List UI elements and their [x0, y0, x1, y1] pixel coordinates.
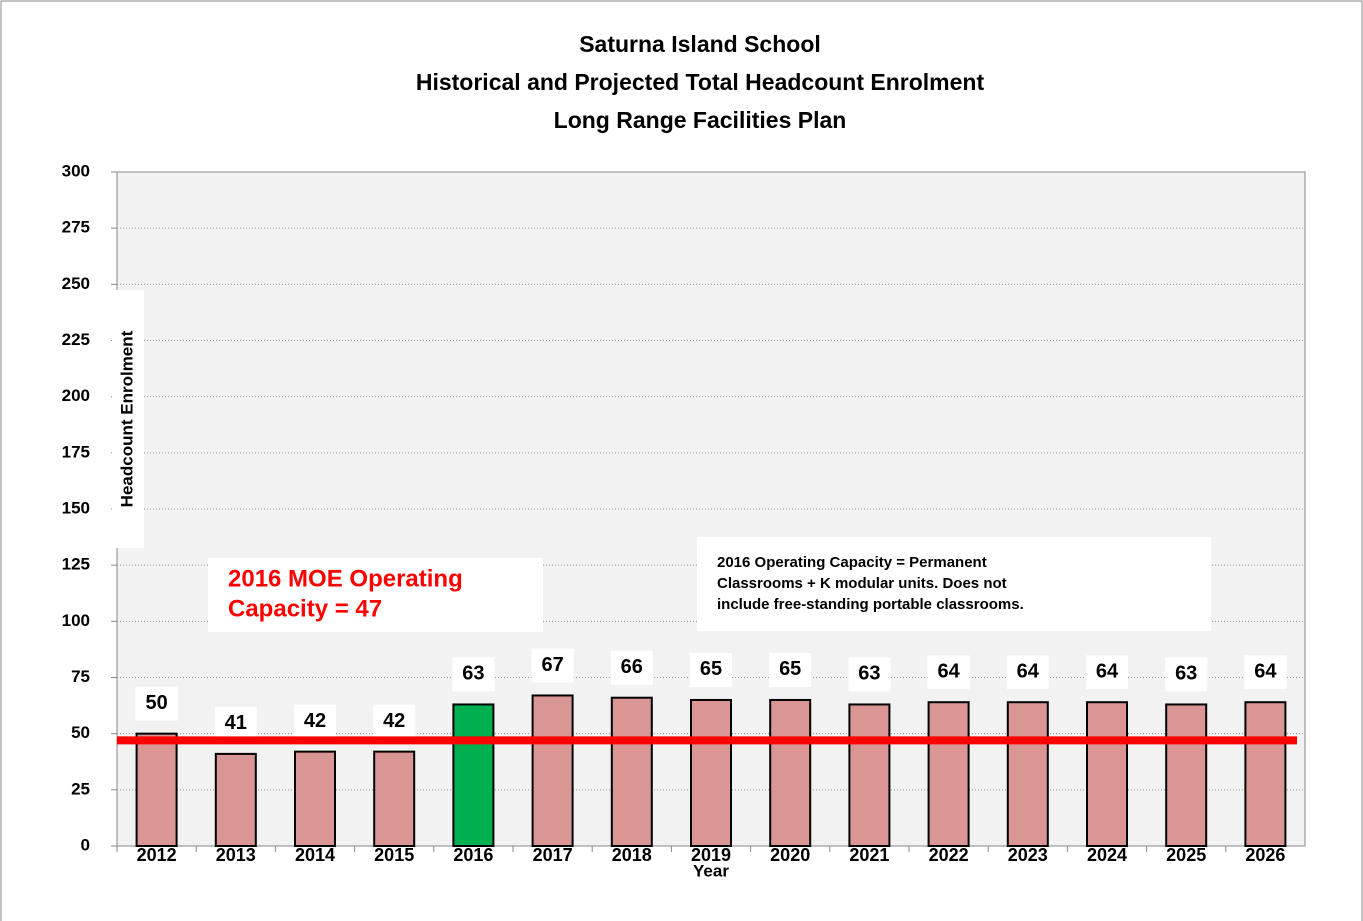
bar [294, 750, 336, 848]
annotation: Capacity = 47 [228, 595, 382, 622]
x-tick-label: 2023 [1008, 845, 1048, 865]
bar [848, 703, 891, 848]
data-label: 66 [621, 656, 643, 678]
y-tick-label: 275 [62, 218, 90, 237]
annotation: Classrooms + K modular units. Does not [717, 575, 1007, 592]
data-label-box [927, 655, 970, 690]
x-tick-label: 2014 [295, 845, 335, 865]
x-tick-label: 2026 [1245, 845, 1285, 865]
annotation-box [208, 558, 543, 632]
bar [1244, 701, 1287, 847]
data-label-box [1006, 655, 1049, 690]
bar [927, 701, 970, 847]
x-tick-label: 2024 [1087, 845, 1127, 865]
annotation: include free-standing portable classroom… [717, 596, 1024, 613]
annotation: 2016 MOE Operating [228, 565, 463, 592]
data-label-box [294, 704, 336, 739]
data-label: 41 [225, 712, 247, 734]
data-label: 64 [1017, 660, 1040, 682]
annotation: 2016 Operating Capacity = Permanent [717, 554, 987, 571]
y-tick-label: 75 [71, 667, 90, 686]
y-tick-label: 250 [62, 274, 90, 293]
y-tick-label: 225 [62, 330, 90, 349]
x-tick-label: 2012 [137, 845, 177, 865]
bar [690, 698, 732, 848]
data-label: 42 [304, 710, 326, 732]
y-tick-label: 0 [81, 835, 90, 854]
x-tick-label: 2013 [216, 845, 256, 865]
y-tick-label: 300 [62, 161, 90, 180]
y-tick-label: 100 [62, 611, 90, 630]
y-tick-label: 125 [62, 555, 90, 574]
chart-title: Historical and Projected Total Headcount… [416, 69, 985, 95]
bar [1165, 703, 1208, 848]
chart-title: Long Range Facilities Plan [554, 107, 847, 133]
data-label: 63 [462, 663, 484, 685]
data-label-box [1165, 657, 1208, 692]
x-tick-label: 2018 [612, 845, 652, 865]
data-label-box [1086, 655, 1128, 690]
y-tick-label: 200 [62, 386, 90, 405]
bar [610, 696, 653, 847]
data-label: 65 [700, 658, 722, 680]
data-label-box [214, 706, 257, 741]
data-label-box [1244, 655, 1287, 690]
data-label-box [135, 686, 178, 721]
bar [769, 698, 812, 848]
data-label-box [452, 657, 495, 692]
x-tick-label: 2016 [453, 845, 493, 865]
data-label-box [690, 652, 732, 687]
data-label: 65 [779, 658, 801, 680]
data-label: 64 [937, 660, 960, 682]
bar [1006, 701, 1049, 847]
data-label: 64 [1096, 660, 1119, 682]
data-label-box [769, 652, 812, 687]
data-label: 64 [1254, 660, 1277, 682]
x-tick-label: 2021 [849, 845, 889, 865]
data-label-box [610, 650, 653, 685]
y-tick-label: 50 [71, 723, 90, 742]
bar [531, 694, 574, 847]
y-axis-label: Headcount Enrolment [117, 330, 136, 507]
bar [1086, 701, 1128, 847]
data-label: 50 [145, 692, 167, 714]
x-tick-label: 2020 [770, 845, 810, 865]
y-tick-label: 150 [62, 498, 90, 517]
y-label-box [112, 290, 144, 548]
x-tick-label: 2025 [1166, 845, 1206, 865]
bar [452, 703, 495, 848]
x-tick-label: 2019 [691, 845, 731, 865]
bar [214, 752, 257, 847]
data-label: 42 [383, 710, 405, 732]
x-tick-label: 2015 [374, 845, 414, 865]
bar [373, 750, 416, 848]
chart-title: Saturna Island School [579, 31, 821, 57]
y-tick-label: 175 [62, 442, 90, 461]
bar [135, 732, 178, 848]
x-tick-label: 2017 [533, 845, 573, 865]
x-axis-label: Year [693, 861, 729, 880]
y-tick-label: 25 [71, 779, 90, 798]
data-label: 63 [858, 663, 880, 685]
data-label-box [531, 648, 574, 683]
data-label-box [373, 704, 416, 739]
data-label-box [848, 657, 891, 692]
data-label: 67 [541, 654, 563, 676]
data-label: 63 [1175, 663, 1197, 685]
annotation-box [697, 537, 1211, 631]
x-tick-label: 2022 [929, 845, 969, 865]
